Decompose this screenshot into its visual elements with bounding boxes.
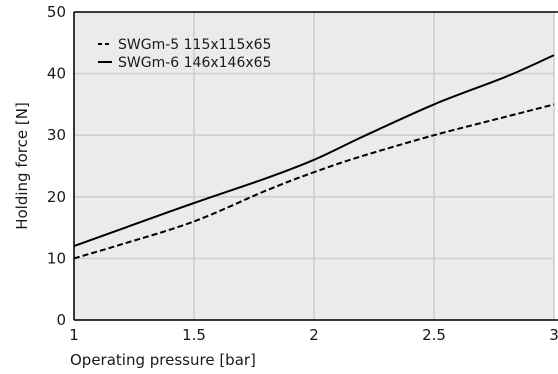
y-tick-label: 50 [47,3,66,21]
y-axis-title: Holding force [N] [13,102,31,230]
legend-label-swgm5: SWGm-5 115x115x65 [118,37,271,53]
x-axis-title: Operating pressure [bar] [70,351,256,369]
y-tick-label: 20 [47,188,66,206]
x-tick-label: 1 [69,326,79,344]
y-tick-label: 0 [56,311,66,329]
series-line-1 [73,54,555,248]
legend: SWGm-5 115x115x65 SWGm-6 146x146x65 [98,37,271,71]
series-lines [73,54,555,260]
legend-label-swgm6: SWGm-6 146x146x65 [118,55,271,71]
x-tick-label: 3 [549,326,558,344]
x-tick-label: 1.5 [182,326,206,344]
y-tick-label: 10 [47,249,66,267]
x-tick-label: 2 [309,326,319,344]
plot-frame [73,11,558,321]
y-tick-label: 30 [47,126,66,144]
y-tick-label: 40 [47,65,66,83]
series-line-0 [73,103,555,260]
x-tick-label: 2.5 [422,326,446,344]
